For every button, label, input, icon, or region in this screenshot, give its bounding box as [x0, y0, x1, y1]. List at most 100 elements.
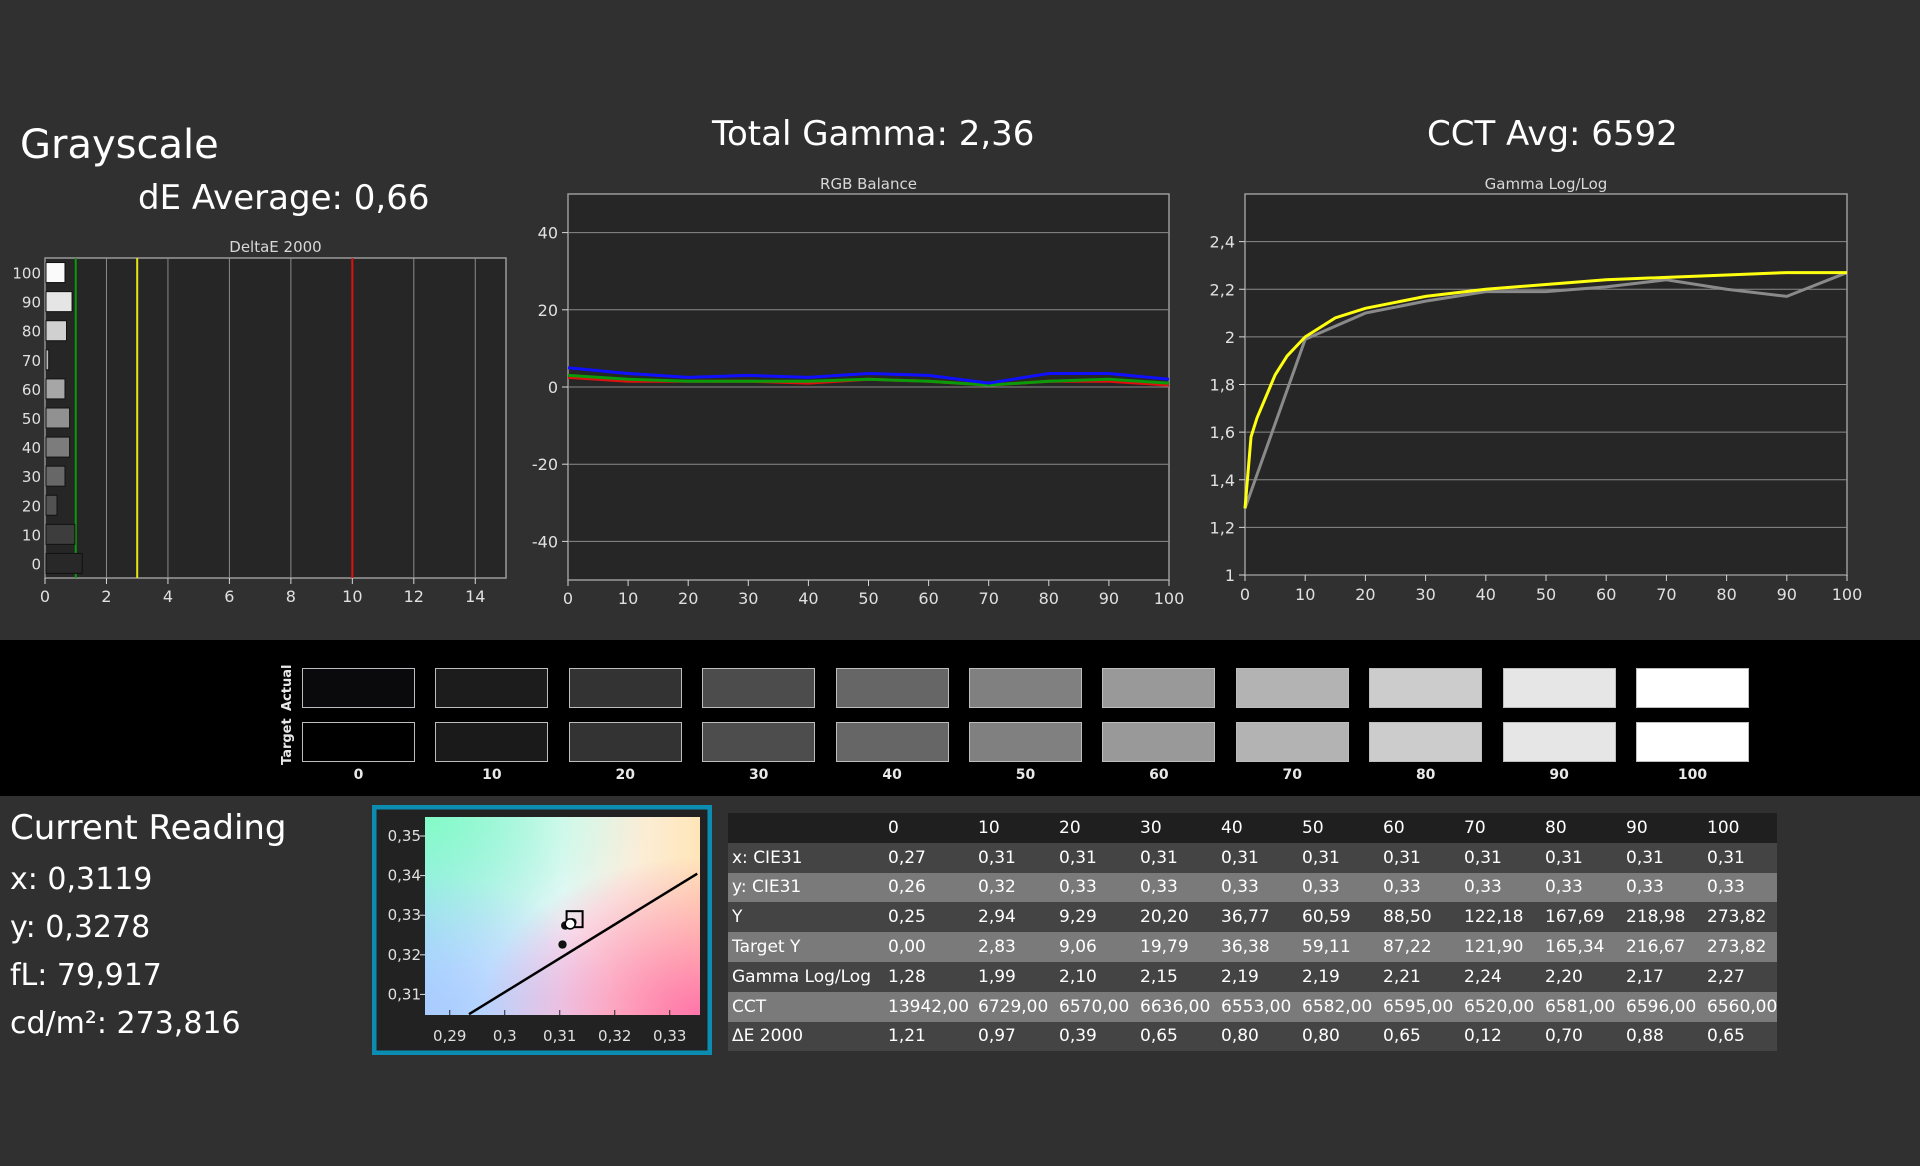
row-label: Target Y — [728, 932, 884, 962]
actual-swatch — [1102, 668, 1216, 708]
table-cell: 6570,00 — [1055, 991, 1136, 1022]
column-header: 70 — [1460, 813, 1541, 843]
table-cell: 2,10 — [1055, 961, 1136, 992]
delta-bar — [45, 494, 58, 516]
table-cell: 88,50 — [1379, 902, 1460, 933]
table-cell: 6596,00 — [1622, 991, 1703, 1022]
x-tick-label: 90 — [1099, 589, 1119, 608]
cct-avg-title: CCT Avg: 6592 — [1427, 114, 1678, 154]
x-tick-label: 80 — [1039, 589, 1059, 608]
x-tick-label: 10 — [342, 587, 362, 606]
table-cell: 165,34 — [1541, 932, 1622, 962]
table-cell: 2,83 — [974, 932, 1055, 962]
x-tick-label: 0 — [40, 587, 50, 606]
x-tick-label: 12 — [404, 587, 424, 606]
swatch-label: 60 — [1149, 767, 1169, 783]
row-label: CCT — [728, 991, 884, 1022]
swatch-label: 80 — [1415, 767, 1436, 783]
table-cell: 216,67 — [1622, 932, 1703, 962]
row-label: Y — [728, 902, 884, 933]
table-row: ΔE 2000 1,21 0,97 0,39 0,65 0,80 0,80 0,65 0,12 0… — [728, 1021, 1778, 1052]
y-tick-label: 1,2 — [1210, 518, 1235, 537]
y-tick-label: 10 — [22, 526, 41, 544]
table-cell: 36,77 — [1217, 902, 1298, 933]
y-tick-label: 1,8 — [1210, 376, 1235, 395]
row-label: ΔE 2000 — [728, 1021, 884, 1052]
swatch-label: 20 — [615, 767, 636, 783]
table-cell: 273,82 — [1703, 902, 1778, 933]
actual-label: Actual — [280, 664, 295, 711]
swatch-label: 90 — [1549, 767, 1569, 783]
y-tick-label: 40 — [22, 439, 41, 457]
target-swatch — [1502, 722, 1616, 762]
delta-bar — [45, 262, 66, 284]
table-cell: 0,39 — [1055, 1021, 1136, 1052]
measured-gamma-line — [1243, 271, 1848, 509]
table-cell: 0,97 — [974, 1021, 1055, 1052]
x-tick-label: 40 — [1476, 585, 1496, 604]
swatch-label: 0 — [353, 767, 364, 783]
x-tick-label: 90 — [1777, 585, 1797, 604]
actual-swatch — [302, 668, 415, 708]
table-cell: 0,33 — [1055, 872, 1136, 903]
table-row: y: CIE31 0,26 0,32 0,33 0,33 0,33 0,33 0,33 0,33… — [728, 872, 1778, 903]
table-cell: 121,90 — [1460, 932, 1541, 962]
y-tick-label: -40 — [532, 532, 558, 551]
target-swatch — [302, 722, 415, 762]
x-tick-label: 50 — [1536, 585, 1556, 604]
y-tick-label: 80 — [22, 323, 41, 341]
column-header: 30 — [1136, 813, 1217, 843]
swatch-label: 10 — [482, 767, 502, 783]
table-cell: 0,33 — [1217, 872, 1298, 903]
x-tick-label: 8 — [286, 587, 296, 606]
table-row: Target Y 0,00 2,83 9,06 19,79 36,38 59,11 87,22… — [728, 932, 1778, 962]
swatch-label: 50 — [1015, 767, 1036, 783]
chart-title: Gamma Log/Log — [1485, 175, 1608, 193]
table-cell: 0,31 — [1136, 842, 1217, 873]
table-cell: 0,31 — [1460, 842, 1541, 873]
y-tick-label: 0,32 — [388, 946, 421, 964]
delta-bar — [45, 378, 66, 400]
column-header: 20 — [1055, 813, 1136, 843]
y-tick-label: 100 — [12, 265, 41, 283]
delta-bar — [45, 349, 50, 371]
actual-swatch — [702, 668, 816, 708]
swatch-label: 40 — [882, 767, 902, 783]
delta-bar — [45, 320, 68, 342]
table-cell: 0,33 — [1622, 872, 1703, 903]
measurement-point — [557, 939, 568, 950]
table-cell: 0,80 — [1298, 1021, 1379, 1052]
delta-bar — [45, 552, 83, 574]
actual-swatch — [1502, 668, 1616, 708]
column-header: 100 — [1703, 813, 1778, 843]
x-tick-label: 4 — [163, 587, 173, 606]
table-cell: 1,28 — [884, 961, 974, 992]
y-tick-label: 0,35 — [388, 827, 421, 845]
delta-bar — [45, 523, 76, 545]
table-row: Gamma Log/Log 1,28 1,99 2,10 2,15 2,19 2,19 2,2… — [728, 961, 1778, 992]
x-tick-label: 20 — [678, 589, 698, 608]
row-label: y: CIE31 — [728, 872, 884, 903]
y-tick-label: 20 — [22, 497, 41, 515]
delta-bar — [45, 465, 66, 487]
table-cell: 6582,00 — [1298, 991, 1379, 1022]
table-cell: 0,70 — [1541, 1021, 1622, 1052]
actual-swatch — [435, 668, 549, 708]
table-cell: 6729,00 — [974, 991, 1055, 1022]
target-swatch — [835, 722, 949, 762]
y-tick-label: 0,33 — [388, 906, 421, 924]
actual-swatch — [969, 668, 1082, 708]
y-tick-label: 0 — [31, 555, 41, 573]
table-cell: 0,33 — [1703, 872, 1778, 903]
column-header: 90 — [1622, 813, 1703, 843]
target-swatch — [1102, 722, 1216, 762]
column-header: 40 — [1217, 813, 1298, 843]
table-cell: 2,27 — [1703, 961, 1778, 992]
chart-title: RGB Balance — [820, 175, 917, 193]
table-cell: 0,00 — [884, 932, 974, 962]
table-cell: 87,22 — [1379, 932, 1460, 962]
reading-fl: fL: 79,917 — [10, 958, 162, 993]
table-cell: 0,25 — [884, 902, 974, 933]
table-cell: 122,18 — [1460, 902, 1541, 933]
column-header: 50 — [1298, 813, 1379, 843]
